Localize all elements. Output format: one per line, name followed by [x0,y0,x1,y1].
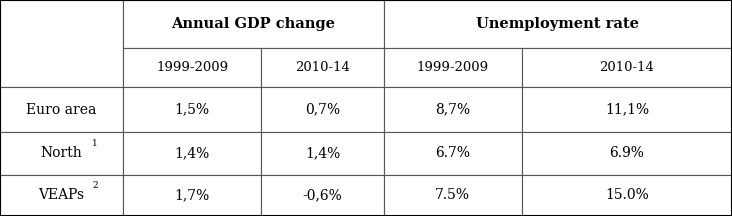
Text: -0,6%: -0,6% [302,189,343,202]
Bar [384,0,732,48]
Text: North: North [40,146,83,160]
Bar [123,132,261,175]
Text: 6.7%: 6.7% [436,146,470,160]
Text: 1999-2009: 1999-2009 [417,61,489,74]
Bar [123,175,261,216]
Bar [261,87,384,132]
Bar [522,87,732,132]
Text: 2: 2 [92,181,97,190]
Text: 7.5%: 7.5% [436,189,470,202]
Text: 2010-14: 2010-14 [600,61,654,74]
Bar [384,48,522,87]
Bar [522,132,732,175]
Text: 1999-2009: 1999-2009 [156,61,228,74]
Text: Euro area: Euro area [26,103,97,117]
Text: 15.0%: 15.0% [605,189,649,202]
Bar [522,175,732,216]
Text: 11,1%: 11,1% [605,103,649,117]
Text: 1,7%: 1,7% [174,189,210,202]
Text: 6.9%: 6.9% [610,146,644,160]
Bar [123,0,384,48]
Text: 2010-14: 2010-14 [295,61,350,74]
Bar [522,48,732,87]
Bar [384,175,522,216]
Bar [384,87,522,132]
Bar [0,0,123,87]
Bar [123,48,261,87]
Text: 1,4%: 1,4% [174,146,210,160]
Text: 0,7%: 0,7% [305,103,340,117]
Bar [0,132,123,175]
Bar [261,132,384,175]
Text: VEAPs: VEAPs [38,189,85,202]
Text: Unemployment rate: Unemployment rate [477,17,639,31]
Bar [261,175,384,216]
Text: 1,4%: 1,4% [305,146,340,160]
Text: 1,5%: 1,5% [175,103,209,117]
Bar [384,132,522,175]
Bar [123,87,261,132]
Bar [0,87,123,132]
Text: 8,7%: 8,7% [436,103,470,117]
Text: Annual GDP change: Annual GDP change [171,17,335,31]
Bar [0,175,123,216]
Bar [261,48,384,87]
Text: 1: 1 [92,139,98,148]
